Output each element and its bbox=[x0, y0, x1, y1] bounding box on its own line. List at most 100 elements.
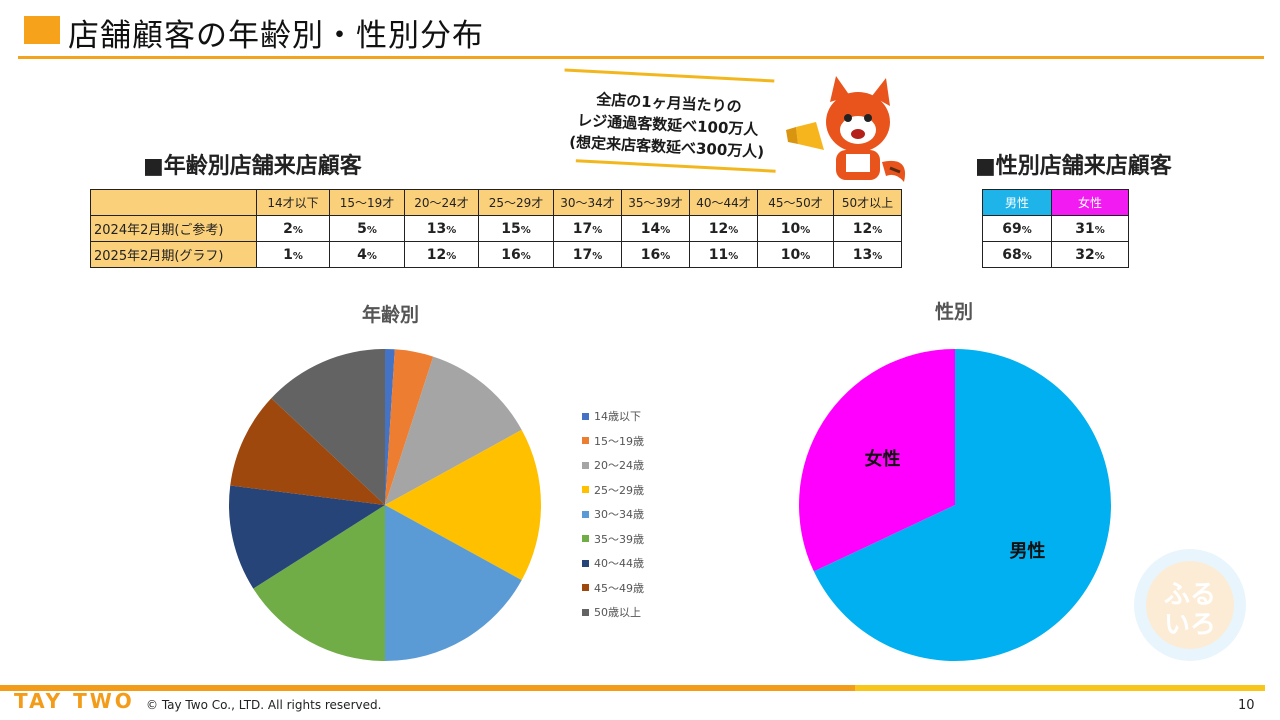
pie-slice-8 bbox=[271, 349, 385, 505]
pct-unit: % bbox=[1021, 224, 1032, 236]
value-cell: 16% bbox=[478, 241, 554, 268]
callout-rule bbox=[564, 68, 775, 83]
value-cell: 14% bbox=[621, 215, 690, 242]
value: 12 bbox=[852, 220, 873, 237]
legend-label: 15〜19歳 bbox=[594, 434, 644, 448]
pie-slice-5 bbox=[253, 505, 385, 661]
pie-slice-1 bbox=[799, 349, 955, 572]
legend-entry: 35〜39歳 bbox=[582, 527, 644, 552]
pct-unit: % bbox=[660, 250, 671, 262]
legend-entry: 40〜44歳 bbox=[582, 551, 644, 576]
value: 15 bbox=[501, 220, 521, 237]
pct-unit: % bbox=[292, 224, 303, 236]
value-cell: 12% bbox=[833, 215, 902, 242]
male-header-cell: 男性 bbox=[982, 189, 1052, 216]
value: 17 bbox=[572, 246, 593, 263]
value-cell: 31% bbox=[1051, 215, 1129, 242]
pct-unit: % bbox=[520, 224, 531, 236]
value-cell: 13% bbox=[404, 215, 479, 242]
legend-entry: 14歳以下 bbox=[582, 404, 644, 429]
gender-table-row-2024: 69% 31% bbox=[982, 215, 1129, 242]
value: 5 bbox=[357, 220, 367, 237]
legend-swatch bbox=[582, 608, 589, 616]
legend-entry: 20〜24歳 bbox=[582, 453, 644, 478]
pct-unit: % bbox=[728, 224, 739, 236]
pie-slice-4 bbox=[385, 505, 522, 661]
pct-unit: % bbox=[800, 224, 811, 236]
value: 68 bbox=[1002, 246, 1022, 263]
legend-entry: 25〜29歳 bbox=[582, 478, 644, 503]
value: 31 bbox=[1075, 220, 1095, 237]
mascot-raccoon-icon bbox=[786, 76, 906, 182]
value-cell: 17% bbox=[553, 215, 622, 242]
pct-unit: % bbox=[520, 250, 531, 262]
pct-unit: % bbox=[872, 250, 883, 262]
legend-swatch bbox=[582, 437, 589, 445]
company-logo: TAY TWO bbox=[14, 689, 135, 713]
pie-slice-1 bbox=[385, 349, 434, 505]
age-table-corner bbox=[90, 189, 257, 216]
pie-slice-0 bbox=[813, 349, 1111, 661]
age-pie-chart bbox=[229, 349, 541, 661]
pct-unit: % bbox=[592, 224, 603, 236]
legend-label: 50歳以上 bbox=[594, 606, 641, 620]
legend-swatch bbox=[582, 412, 589, 420]
pct-unit: % bbox=[292, 250, 303, 262]
value-cell: 2% bbox=[256, 215, 330, 242]
copyright: © Tay Two Co., LTD. All rights reserved. bbox=[146, 698, 382, 712]
age-section-heading: ■年齢別店舗来店顧客 bbox=[143, 154, 362, 179]
pct-unit: % bbox=[446, 224, 457, 236]
value-cell: 12% bbox=[689, 215, 758, 242]
value: 12 bbox=[426, 246, 447, 263]
age-header-cell: 20〜24才 bbox=[404, 189, 479, 216]
value-cell: 68% bbox=[982, 241, 1052, 268]
legend-swatch bbox=[582, 535, 589, 543]
legend-entry: 45〜49歳 bbox=[582, 576, 644, 601]
value: 2 bbox=[283, 220, 293, 237]
footer-bar-orange bbox=[0, 685, 855, 691]
value: 10 bbox=[780, 246, 801, 263]
legend-label: 30〜34歳 bbox=[594, 508, 644, 522]
pct-unit: % bbox=[660, 224, 671, 236]
value: 11 bbox=[708, 246, 729, 263]
legend-swatch bbox=[582, 486, 589, 494]
pct-unit: % bbox=[592, 250, 603, 262]
pct-unit: % bbox=[1021, 250, 1032, 262]
age-header-cell: 25〜29才 bbox=[478, 189, 554, 216]
legend-label: 35〜39歳 bbox=[594, 532, 644, 546]
value: 16 bbox=[501, 246, 521, 263]
legend-swatch bbox=[582, 559, 589, 567]
gender-chart-title: 性別 bbox=[935, 301, 974, 323]
page-number: 10 bbox=[1238, 698, 1255, 713]
pie-slice-3 bbox=[385, 429, 541, 581]
legend-swatch bbox=[582, 584, 589, 592]
pct-unit: % bbox=[728, 250, 739, 262]
value-cell: 12% bbox=[404, 241, 479, 268]
value-cell: 13% bbox=[833, 241, 902, 268]
legend-label: 14歳以下 bbox=[594, 410, 641, 424]
value: 12 bbox=[708, 220, 729, 237]
callout-rule bbox=[575, 159, 776, 173]
age-table-row-2024: 2024年2月期(ご参考) 2% 5% 13% 15% 17% 14% 12% … bbox=[90, 215, 902, 242]
value: 16 bbox=[640, 246, 661, 263]
female-header-cell: 女性 bbox=[1051, 189, 1129, 216]
age-header-cell: 50才以上 bbox=[833, 189, 902, 216]
gender-pie-chart: 男性 女性 bbox=[799, 349, 1111, 661]
age-chart-title: 年齢別 bbox=[362, 304, 420, 326]
legend-label: 45〜49歳 bbox=[594, 581, 644, 595]
value: 69 bbox=[1002, 220, 1022, 237]
legend-label: 40〜44歳 bbox=[594, 557, 644, 571]
legend-label: 20〜24歳 bbox=[594, 459, 644, 473]
page-title: 店舗顧客の年齢別・性別分布 bbox=[68, 18, 484, 54]
age-header-cell: 35〜39才 bbox=[621, 189, 690, 216]
footer-bar-yellow bbox=[855, 685, 1265, 691]
legend-entry: 15〜19歳 bbox=[582, 429, 644, 454]
pie-slice-2 bbox=[385, 356, 522, 505]
watermark-logo-icon: ふる いろ bbox=[1134, 549, 1246, 661]
pct-unit: % bbox=[366, 250, 377, 262]
value-cell: 11% bbox=[689, 241, 758, 268]
value: 17 bbox=[572, 220, 593, 237]
slice-label-1: 女性 bbox=[865, 448, 901, 470]
pie-slice-7 bbox=[230, 398, 385, 505]
value-cell: 10% bbox=[757, 241, 834, 268]
